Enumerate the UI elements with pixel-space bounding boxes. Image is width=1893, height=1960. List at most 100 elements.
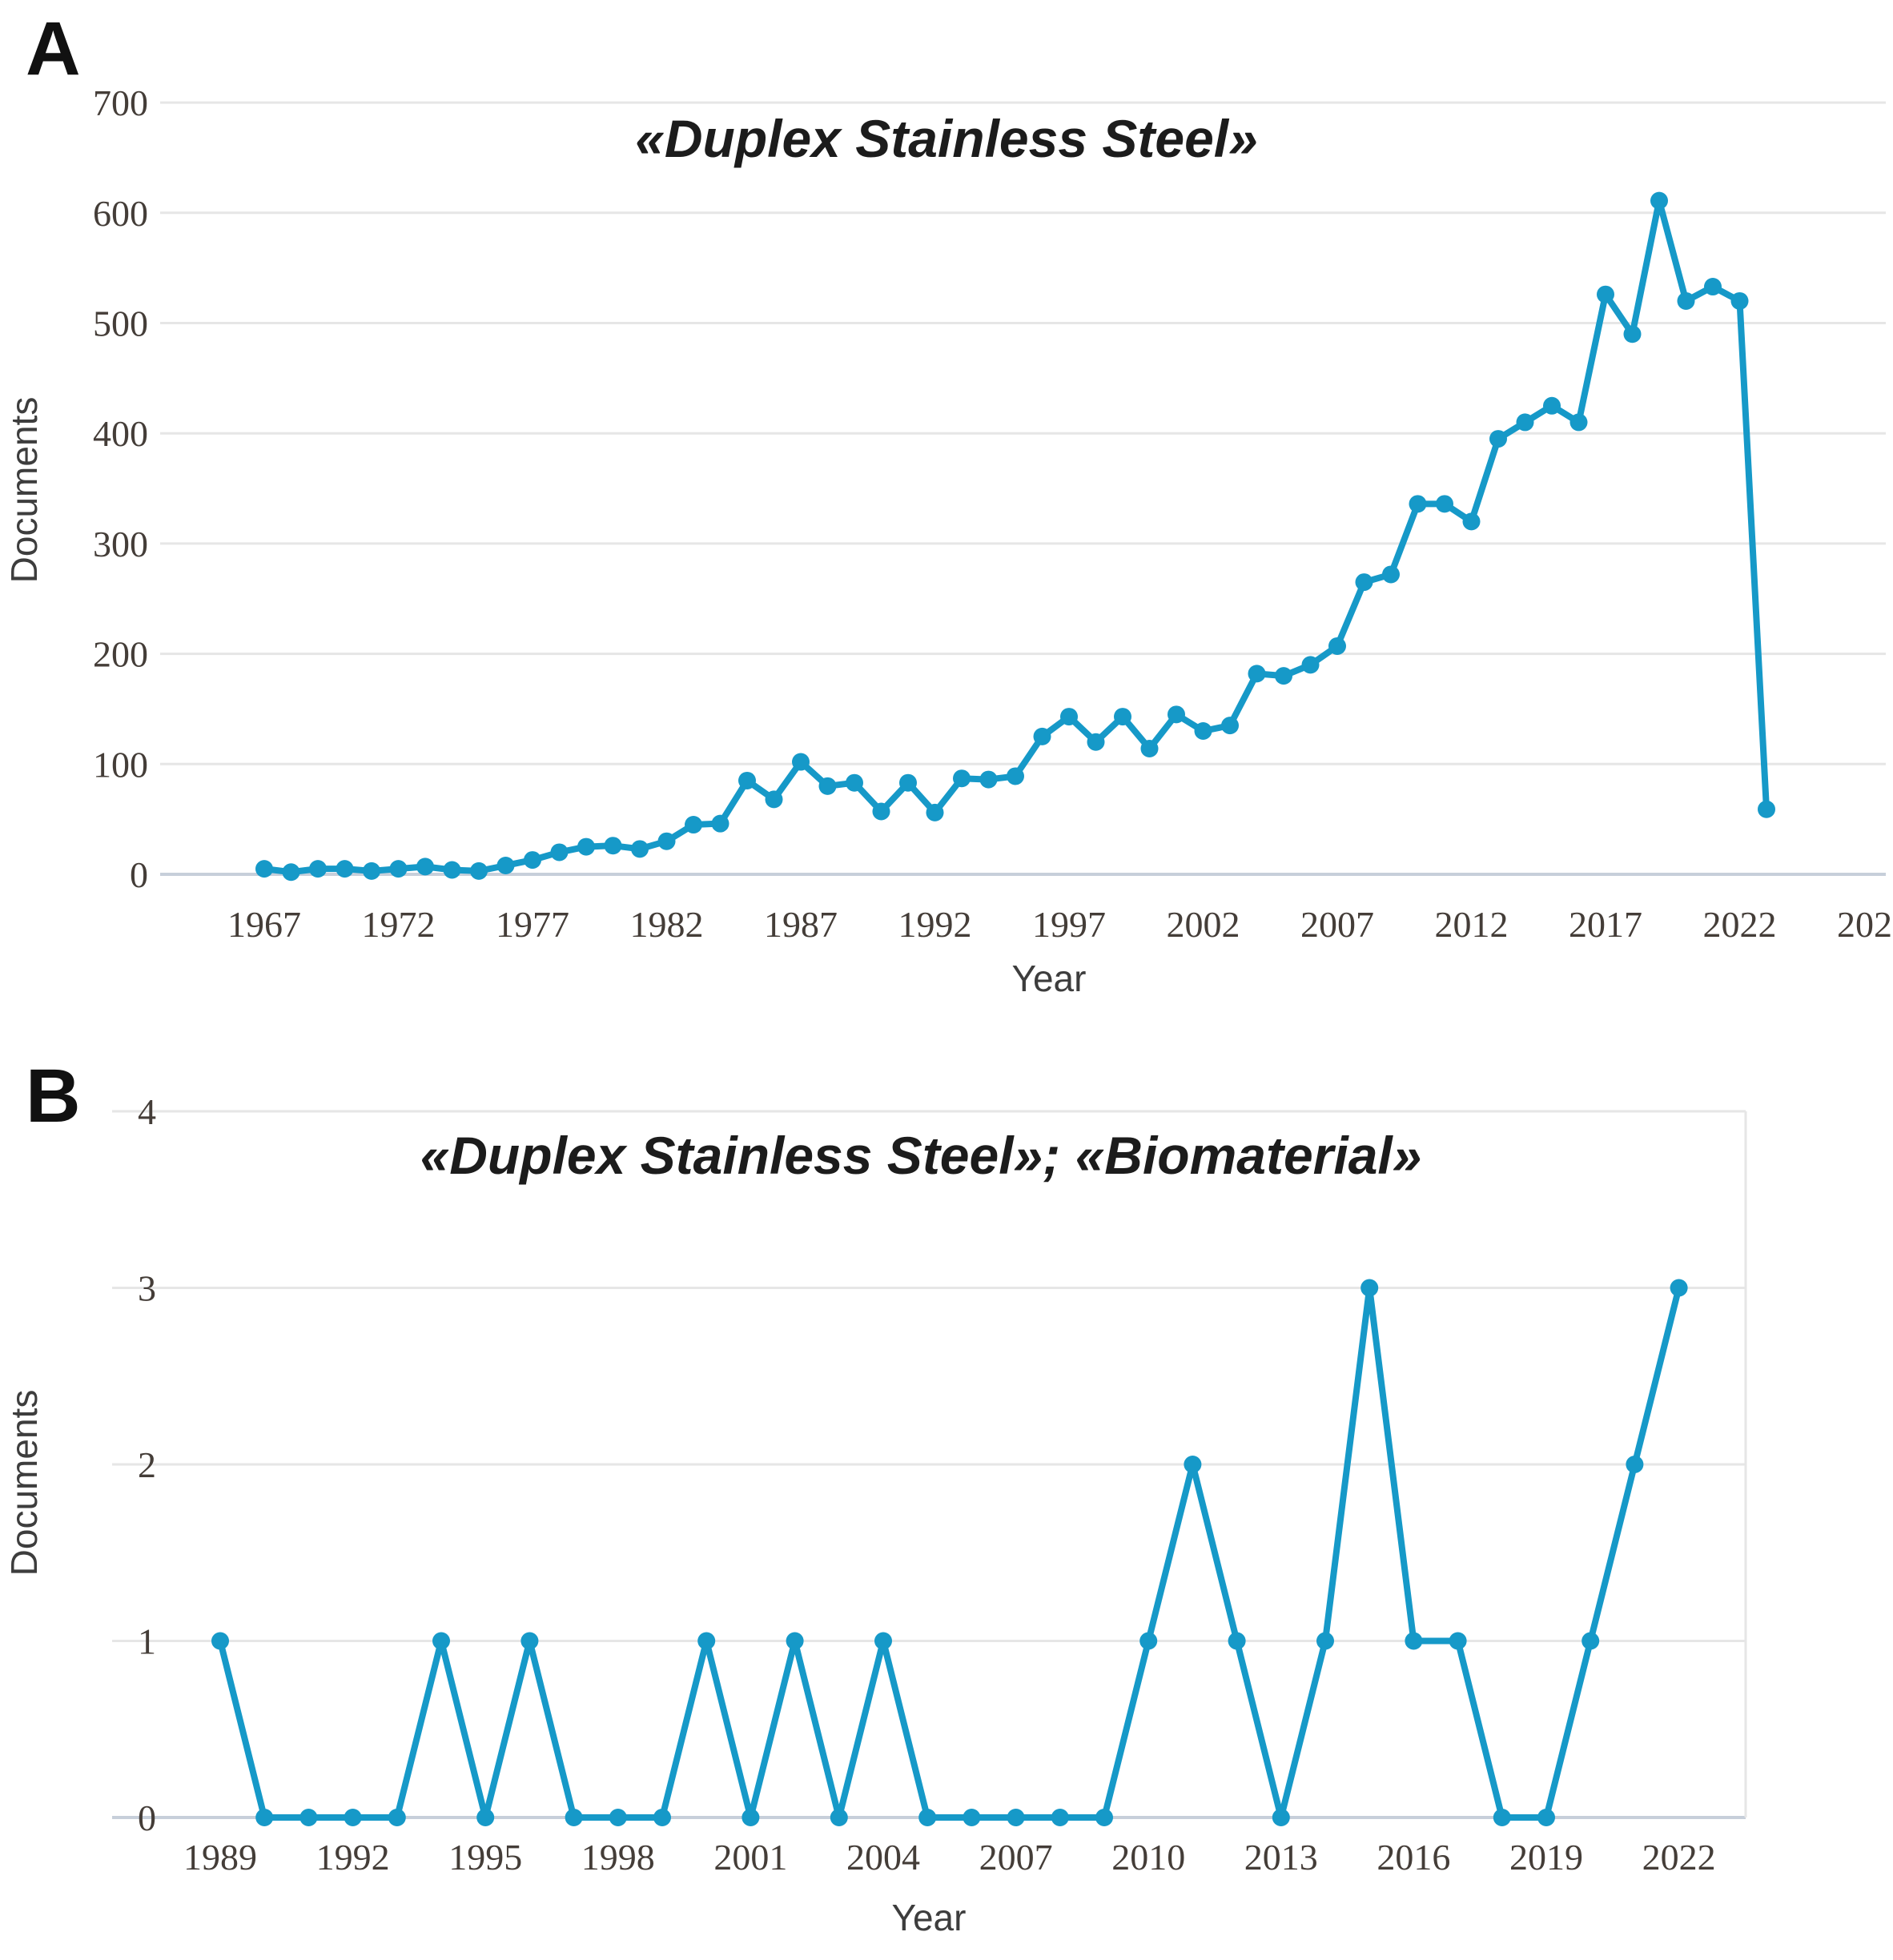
data-point xyxy=(1139,1632,1158,1650)
data-point xyxy=(1382,565,1400,584)
y-tick-label: 400 xyxy=(93,413,148,454)
x-tick-label: 2004 xyxy=(846,1837,920,1878)
data-point xyxy=(1087,733,1105,751)
x-tick-label: 2019 xyxy=(1509,1837,1583,1878)
x-tick-label: 2007 xyxy=(1300,904,1374,945)
data-point xyxy=(1436,495,1453,513)
x-tick-label: 1995 xyxy=(448,1837,522,1878)
data-point xyxy=(1228,1632,1246,1650)
data-point xyxy=(742,1809,760,1826)
data-point xyxy=(1033,727,1051,745)
data-point xyxy=(711,814,729,833)
y-tick-label: 600 xyxy=(93,193,148,234)
x-tick-label: 2007 xyxy=(979,1837,1053,1878)
data-point xyxy=(1405,1632,1423,1650)
data-point xyxy=(388,1809,406,1826)
data-point xyxy=(1449,1632,1467,1650)
x-tick-label: 1989 xyxy=(183,1837,257,1878)
data-point xyxy=(899,773,917,792)
data-point xyxy=(1758,800,1775,818)
y-tick-label: 1 xyxy=(138,1621,156,1662)
y-tick-label: 0 xyxy=(138,1797,156,1838)
data-point xyxy=(963,1809,981,1826)
data-point xyxy=(1316,1632,1334,1650)
data-point xyxy=(211,1632,229,1650)
x-tick-label: 2022 xyxy=(1642,1837,1716,1878)
y-tick-label: 0 xyxy=(130,854,148,895)
data-point xyxy=(1140,740,1159,758)
data-point xyxy=(1650,191,1668,210)
data-point xyxy=(1582,1632,1600,1650)
y-tick-label: 3 xyxy=(138,1268,156,1309)
data-point xyxy=(604,837,622,855)
panel-a-letter: A xyxy=(26,6,81,91)
data-point xyxy=(470,862,488,880)
data-point xyxy=(631,840,649,858)
data-point xyxy=(432,1632,450,1650)
data-point xyxy=(565,1809,583,1826)
data-point xyxy=(577,837,595,856)
data-point xyxy=(1730,291,1749,310)
x-tick-label: 1977 xyxy=(496,904,569,945)
data-point xyxy=(443,861,461,879)
data-point xyxy=(1677,291,1695,310)
x-tick-label: 2010 xyxy=(1111,1837,1185,1878)
data-point xyxy=(496,856,515,874)
y-tick-label: 300 xyxy=(93,524,148,564)
x-tick-label: 1997 xyxy=(1032,904,1106,945)
data-point xyxy=(299,1809,318,1826)
x-tick-label: 2012 xyxy=(1435,904,1509,945)
data-point xyxy=(1626,1456,1644,1473)
data-point xyxy=(1248,665,1266,683)
data-point xyxy=(282,863,300,882)
data-point xyxy=(786,1632,804,1650)
data-point xyxy=(1051,1809,1069,1826)
data-point xyxy=(926,803,944,821)
data-point xyxy=(872,802,890,821)
data-point xyxy=(1489,430,1507,448)
data-point xyxy=(524,851,541,870)
data-point xyxy=(1516,413,1534,432)
data-point xyxy=(1221,717,1239,735)
data-point xyxy=(1355,573,1373,592)
chart-a-title: «Duplex Stainless Steel» xyxy=(635,109,1258,168)
x-tick-label: 2027 xyxy=(1837,904,1893,945)
data-point xyxy=(1704,278,1722,296)
chart-a-x-axis-label: Year xyxy=(1011,958,1087,999)
data-point xyxy=(389,860,408,878)
x-tick-label: 2002 xyxy=(1167,904,1240,945)
data-point xyxy=(1543,396,1561,415)
y-tick-label: 700 xyxy=(93,82,148,123)
data-point xyxy=(336,860,354,878)
data-point xyxy=(697,1632,716,1650)
data-point xyxy=(520,1632,539,1650)
data-point xyxy=(657,832,676,850)
data-point xyxy=(1007,1809,1025,1826)
data-point xyxy=(979,770,998,789)
data-point xyxy=(416,858,434,876)
data-point xyxy=(1462,512,1481,531)
data-point xyxy=(1569,413,1588,432)
x-tick-label: 2013 xyxy=(1244,1837,1318,1878)
x-tick-label: 1992 xyxy=(898,904,972,945)
data-point xyxy=(344,1809,362,1826)
data-point xyxy=(609,1809,627,1826)
data-point xyxy=(874,1632,892,1650)
data-point xyxy=(1095,1809,1113,1826)
data-point xyxy=(1060,708,1078,726)
data-point xyxy=(953,769,971,788)
data-point xyxy=(255,860,273,878)
chart-b-x-axis-label: Year xyxy=(891,1897,967,1938)
x-tick-label: 1992 xyxy=(316,1837,390,1878)
data-point xyxy=(1537,1809,1555,1826)
y-tick-label: 2 xyxy=(138,1444,156,1485)
data-point xyxy=(255,1809,274,1826)
panel-b-letter: B xyxy=(26,1054,81,1139)
x-tick-label: 2022 xyxy=(1703,904,1777,945)
data-point xyxy=(1301,656,1320,674)
data-point xyxy=(653,1809,671,1826)
data-point xyxy=(1493,1809,1511,1826)
data-point xyxy=(685,816,702,834)
x-tick-label: 2017 xyxy=(1569,904,1642,945)
